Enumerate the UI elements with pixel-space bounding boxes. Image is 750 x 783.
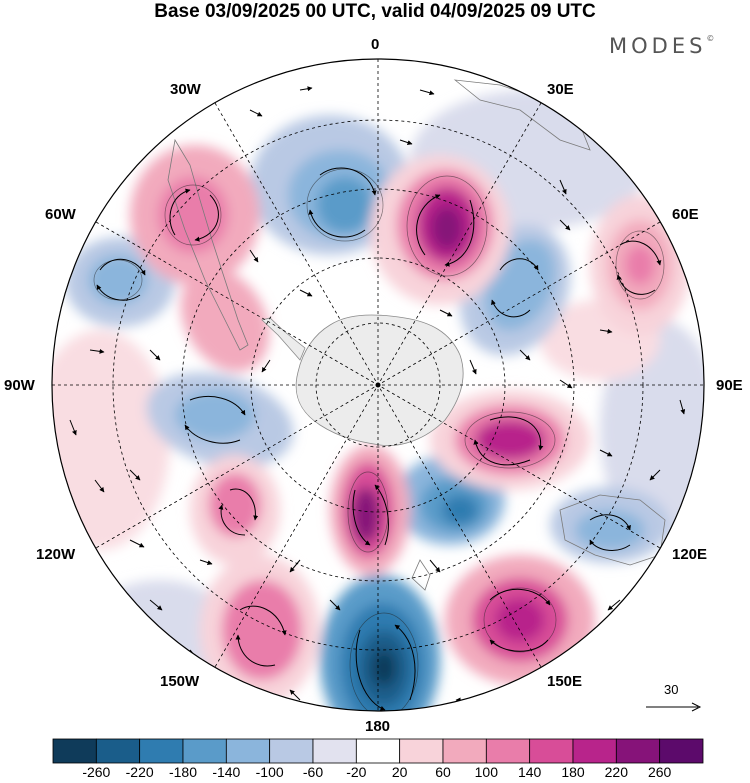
lon-label-30w: 30W	[170, 81, 201, 98]
high-anomaly-southatlantic	[130, 145, 260, 285]
colorbar-tick-label: 100	[474, 764, 499, 780]
colorbar-swatch	[95, 738, 141, 764]
high-anomaly-ross-sea	[330, 445, 410, 575]
colorbar-swatch	[182, 738, 227, 764]
south-pole-marker	[375, 382, 381, 388]
lon-label-150e: 150E	[547, 673, 583, 690]
colorbar-swatch	[659, 738, 704, 764]
arrow-right-icon	[646, 702, 702, 712]
colorbar-swatch	[485, 738, 531, 764]
colorbar-tick-label: -20	[346, 764, 367, 780]
colorbar-tick-label: 60	[435, 764, 451, 780]
colorbar-tick-label: 220	[604, 764, 629, 780]
high-anomaly-amundsen	[190, 455, 280, 565]
colorbar-swatch	[399, 738, 444, 764]
lon-label-60e: 60E	[672, 206, 699, 223]
colorbar-tick-label: -220	[125, 764, 154, 780]
high-anomaly-southwest-pacific	[200, 555, 320, 705]
low-anomaly-bellingshausen	[146, 372, 294, 468]
colorbar-tick-label: -180	[168, 764, 198, 780]
contour-lines	[93, 168, 665, 711]
colorbar-tick-label: -100	[255, 764, 284, 780]
colorbar-swatch	[442, 738, 487, 764]
brand-text: MODES	[609, 34, 707, 58]
map-border	[51, 58, 705, 712]
colorbar-tick-label: 260	[647, 764, 672, 780]
colorbar-swatch	[572, 738, 617, 764]
colorbar-tick-label: -140	[212, 764, 241, 780]
antarctica	[295, 314, 464, 446]
high-anomaly-tasman	[445, 555, 595, 685]
high-anomaly-wilkes	[430, 390, 590, 490]
colorbar-swatch	[312, 738, 357, 764]
lon-label-90e: 90E	[716, 377, 743, 394]
colorbar-swatch	[269, 738, 314, 764]
low-anomaly-southpacific	[320, 575, 440, 711]
lon-label-30e: 30E	[547, 81, 574, 98]
south-america	[167, 138, 249, 351]
lon-label-90w: 90W	[4, 377, 35, 394]
africa	[453, 79, 591, 151]
new-zealand	[411, 559, 431, 591]
lon-label-120w: 120W	[36, 546, 76, 563]
colorbar-tick-label: 140	[517, 764, 542, 780]
high-anomaly-weddell	[370, 155, 510, 305]
colorbar-swatch	[615, 738, 661, 764]
copyright-mark: ©	[706, 34, 715, 43]
low-anomaly-australia	[550, 487, 670, 563]
low-anomaly-atlantic	[250, 115, 410, 255]
colorbar	[52, 738, 704, 764]
colorbar-swatch	[355, 738, 401, 764]
colorbar-tick-label: -60	[302, 764, 324, 780]
colorbar-tick-label: -260	[82, 764, 111, 780]
lon-label-150w: 150W	[160, 673, 200, 690]
modes-logo: MODES©	[609, 34, 714, 58]
colorbar-swatch	[225, 738, 271, 764]
map-title: Base 03/09/2025 00 UTC, valid 04/09/2025…	[154, 1, 596, 22]
lon-label-180: 180	[365, 718, 391, 735]
colorbar-tick-label: 180	[561, 764, 585, 780]
lon-label-120e: 120E	[672, 546, 708, 563]
wind-vectors	[69, 86, 686, 711]
lon-label-60w: 60W	[45, 206, 76, 223]
lon-label-0: 0	[371, 36, 380, 53]
colorbar-swatch	[529, 738, 574, 764]
colorbar-labels: -260 -220 -180 -140 -100 -60 -20 20 60 100 140 180 2…	[0, 764, 750, 783]
colorbar-tick-label: 20	[391, 764, 408, 780]
colorbar-swatch	[52, 738, 97, 764]
reference-vector-label: 30	[664, 682, 679, 697]
colorbar-swatch	[139, 738, 184, 764]
